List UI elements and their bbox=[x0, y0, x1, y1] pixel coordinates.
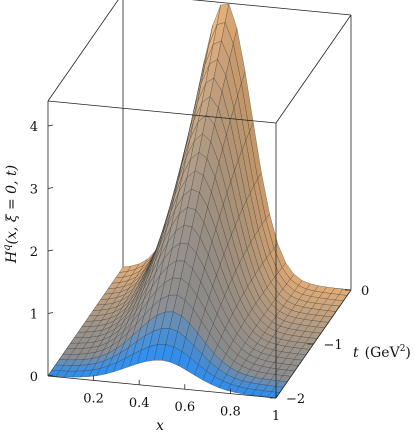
z-axis-label-sup: q bbox=[2, 244, 13, 250]
t-axis-label: t (GeV2) bbox=[353, 344, 411, 361]
axis-ticks: 0 1 2 3 4 0.2 0.4 0.6 0.8 1 0 −1 −2 bbox=[30, 120, 370, 424]
z-tick-mark bbox=[47, 187, 54, 189]
x-tick-label: 1 bbox=[272, 409, 280, 424]
z-tick-label: 0 bbox=[30, 370, 38, 385]
z-tick-mark bbox=[47, 312, 54, 314]
t-axis-label-var: t bbox=[353, 345, 359, 361]
x-tick-label: 0.8 bbox=[220, 405, 241, 420]
y-tick-label: −1 bbox=[324, 338, 343, 353]
z-tick-mark bbox=[47, 124, 54, 127]
z-tick-label: 2 bbox=[30, 245, 38, 260]
box-front-bottom-edge bbox=[47, 375, 277, 399]
z-axis-label-args: (x, ξ = 0, t) bbox=[4, 165, 20, 245]
x-tick-label: 0.4 bbox=[129, 396, 150, 411]
z-tick-mark bbox=[47, 374, 54, 377]
t-axis-label-unit-sup: 2 bbox=[400, 344, 406, 354]
z-tick-label: 1 bbox=[30, 308, 38, 323]
x-tick-label: 0.6 bbox=[174, 400, 195, 415]
z-axis-label-prefix: H bbox=[4, 250, 20, 264]
box-left-top-edge bbox=[47, 0, 119, 102]
x-tick-label: 0.2 bbox=[83, 391, 104, 406]
z-tick-mark bbox=[47, 249, 54, 252]
surface-mesh bbox=[47, 3, 352, 399]
z-tick-label: 4 bbox=[30, 120, 38, 135]
box-front-top-edge bbox=[47, 100, 277, 124]
y-tick-label: 0 bbox=[361, 284, 369, 299]
z-axis-label: Hq(x, ξ = 0, t) bbox=[2, 165, 20, 264]
t-axis-label-unit: (GeV bbox=[365, 345, 401, 361]
box-back-top-edge bbox=[191, 0, 352, 16]
box-front-edges bbox=[47, 14, 352, 399]
box-right-top-edge bbox=[275, 14, 352, 124]
t-axis-label-unit-close: ) bbox=[405, 345, 410, 361]
y-tick-label: −2 bbox=[286, 392, 305, 407]
z-tick-label: 3 bbox=[30, 183, 38, 198]
x-axis-label: x bbox=[156, 418, 164, 434]
